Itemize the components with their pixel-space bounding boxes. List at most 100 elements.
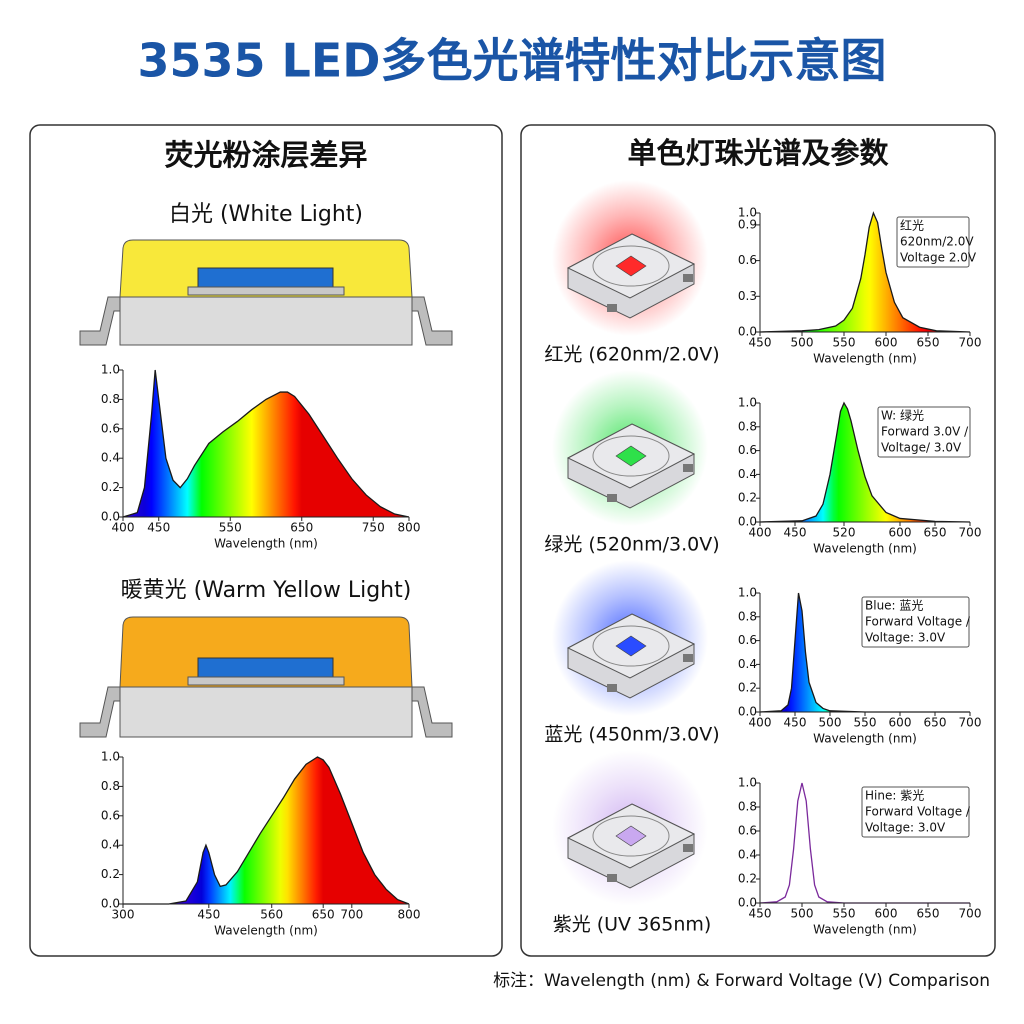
y-tick-label: 0.0 xyxy=(101,897,120,911)
y-tick-label: 0.6 xyxy=(738,633,757,647)
y-tick-label: 0.6 xyxy=(738,824,757,838)
y-tick-label: 0.6 xyxy=(101,808,120,822)
annotation-box xyxy=(877,406,971,458)
y-tick-label: 0.0 xyxy=(738,705,757,719)
phosphor-layer xyxy=(119,616,413,688)
annotation-text: Forward Voltage / xyxy=(865,615,971,629)
x-tick-label: 600 xyxy=(889,526,912,540)
x-tick-label: 400 xyxy=(112,521,135,535)
x-axis-label: Wavelength (nm) xyxy=(214,924,318,938)
x-tick-label: 500 xyxy=(819,716,842,730)
y-tick-label: 0.4 xyxy=(738,657,757,671)
y-tick-label: 0.2 xyxy=(738,872,757,886)
y-tick-label: 1.0 xyxy=(738,206,757,220)
led-label: 蓝光 (450nm/3.0V) xyxy=(544,724,719,746)
y-tick-label: 0.3 xyxy=(738,289,757,303)
spectrum-area xyxy=(760,213,970,332)
y-tick-label: 0.2 xyxy=(101,480,120,494)
annotation-text: Voltage/ 3.0V xyxy=(881,441,962,455)
x-tick-label: 520 xyxy=(833,526,856,540)
x-tick-label: 400 xyxy=(749,716,772,730)
led-pin xyxy=(683,844,693,852)
y-tick-label: 0.8 xyxy=(738,800,757,814)
y-tick-label: 0.4 xyxy=(101,838,120,852)
y-tick-label: 0.2 xyxy=(101,867,120,881)
x-tick-label: 550 xyxy=(833,336,856,350)
y-tick-label: 0.2 xyxy=(738,681,757,695)
y-tick-label: 1.0 xyxy=(738,586,757,600)
y-tick-label: 0.4 xyxy=(738,848,757,862)
annotation-text: Voltage 2.0V xyxy=(900,251,977,265)
annotation-text: W: 绿光 xyxy=(881,408,924,423)
x-tick-label: 750 xyxy=(362,521,385,535)
led-pin xyxy=(683,274,693,282)
section-label: 白光 (White Light) xyxy=(169,202,363,227)
y-tick-label: 0.8 xyxy=(738,609,757,623)
led-chip xyxy=(615,445,647,467)
footnote: 标注：Wavelength (nm) & Forward Voltage (V)… xyxy=(493,971,990,991)
section-label: 暖黄光 (Warm Yellow Light) xyxy=(121,578,412,603)
y-tick-label: 0.6 xyxy=(738,443,757,457)
x-axis-label: Wavelength (nm) xyxy=(813,923,917,937)
led-lens xyxy=(592,625,670,667)
annotation-text: Blue: 蓝光 xyxy=(865,599,923,613)
annotation-text: Forward Voltage / xyxy=(865,805,971,819)
y-tick-label: 0.6 xyxy=(738,253,757,267)
spectrum-line xyxy=(123,756,410,905)
chip xyxy=(197,657,334,678)
led-chip xyxy=(615,635,647,657)
x-tick-label: 700 xyxy=(959,336,982,350)
spectrum-area xyxy=(760,403,970,522)
x-tick-label: 550 xyxy=(219,521,242,535)
x-tick-label: 300 xyxy=(112,908,135,922)
x-axis-label: Wavelength (nm) xyxy=(813,352,917,366)
x-tick-label: 600 xyxy=(889,716,912,730)
x-tick-label: 550 xyxy=(833,907,856,921)
led-pin xyxy=(607,494,617,502)
x-tick-label: 400 xyxy=(749,526,772,540)
annotation-box xyxy=(861,786,970,838)
annotation-box xyxy=(861,596,970,648)
x-tick-label: 500 xyxy=(791,907,814,921)
x-tick-label: 450 xyxy=(749,336,772,350)
annotation-text: Voltage: 3.0V xyxy=(865,821,946,835)
x-tick-label: 700 xyxy=(959,716,982,730)
page-title: 3535 LED多色光谱特性对比示意图 xyxy=(138,34,887,88)
y-tick-label: 0.0 xyxy=(738,325,757,339)
led-chip xyxy=(615,255,647,277)
y-tick-label: 1.0 xyxy=(101,363,120,377)
x-tick-label: 450 xyxy=(749,907,772,921)
x-tick-label: 800 xyxy=(398,908,421,922)
spectrum-line xyxy=(759,592,970,713)
led-pin xyxy=(607,304,617,312)
y-tick-label: 0.8 xyxy=(101,779,120,793)
x-tick-label: 560 xyxy=(260,908,283,922)
x-tick-label: 450 xyxy=(147,521,170,535)
x-tick-label: 700 xyxy=(340,908,363,922)
spectrum-area xyxy=(760,593,970,712)
x-tick-label: 450 xyxy=(784,716,807,730)
x-axis-label: Wavelength (nm) xyxy=(813,732,917,746)
x-tick-label: 650 xyxy=(924,716,947,730)
y-tick-label: 0.0 xyxy=(101,510,120,524)
x-tick-label: 650 xyxy=(917,336,940,350)
y-tick-label: 1.0 xyxy=(738,776,757,790)
led-pin xyxy=(607,684,617,692)
chip-pad xyxy=(187,286,345,296)
led-lens xyxy=(592,435,670,477)
led-lens xyxy=(592,245,670,287)
x-tick-label: 800 xyxy=(398,521,421,535)
led-label: 绿光 (520nm/3.0V) xyxy=(544,534,719,556)
led-chip xyxy=(615,825,647,847)
led-pin xyxy=(607,874,617,882)
spectrum-line xyxy=(759,401,971,523)
y-tick-label: 0.4 xyxy=(101,451,120,465)
y-tick-label: 0.8 xyxy=(738,419,757,433)
spectrum-line xyxy=(122,369,410,518)
annotation-text: Voltage: 3.0V xyxy=(865,631,946,645)
led-pin xyxy=(683,464,693,472)
y-tick-label: 0.2 xyxy=(738,491,757,505)
x-tick-label: 650 xyxy=(290,521,313,535)
y-tick-label: 0.9 xyxy=(738,217,757,231)
panel-heading: 单色灯珠光谱及参数 xyxy=(627,136,889,170)
